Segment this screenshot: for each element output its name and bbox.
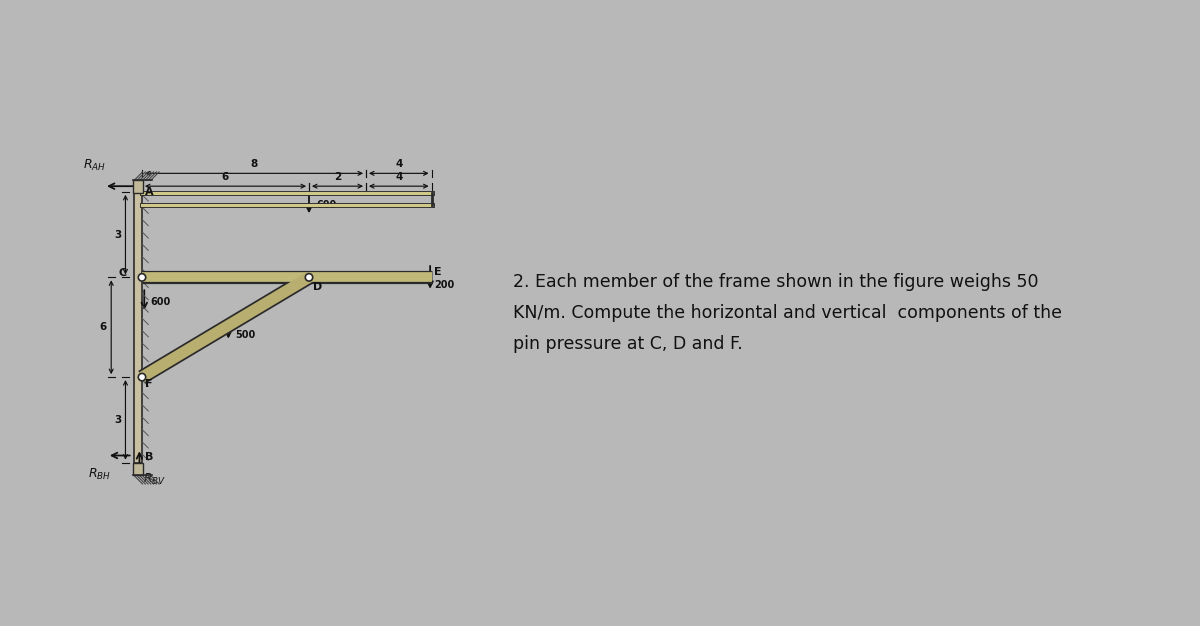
Circle shape <box>305 274 313 281</box>
Text: C: C <box>119 268 126 278</box>
Text: 4: 4 <box>395 172 402 182</box>
Text: $R_{BH}$: $R_{BH}$ <box>89 467 112 483</box>
Text: A: A <box>145 187 154 197</box>
Text: 8: 8 <box>251 159 258 169</box>
Bar <box>134 192 142 463</box>
Text: 500: 500 <box>235 330 256 340</box>
Text: 3: 3 <box>114 230 121 240</box>
Text: $R_{BV}$: $R_{BV}$ <box>143 471 167 486</box>
Text: 2. Each member of the frame shown in the figure weighs 50
KN/m. Compute the hori: 2. Each member of the frame shown in the… <box>512 274 1062 352</box>
Text: D: D <box>313 282 323 292</box>
Circle shape <box>138 374 145 381</box>
Circle shape <box>138 274 145 281</box>
Bar <box>132 463 144 476</box>
Text: B: B <box>145 452 154 462</box>
Text: 6: 6 <box>222 172 229 182</box>
Text: 600: 600 <box>151 297 172 307</box>
Text: 6: 6 <box>100 322 107 332</box>
Text: 2: 2 <box>334 172 341 182</box>
Text: E: E <box>434 267 442 277</box>
Text: 3: 3 <box>114 415 121 425</box>
Text: F: F <box>145 379 152 389</box>
Text: $R_{AH}$: $R_{AH}$ <box>83 158 106 173</box>
Text: 600: 600 <box>316 200 336 210</box>
Bar <box>132 180 144 193</box>
Text: 4: 4 <box>395 159 402 169</box>
Text: 200: 200 <box>434 280 455 290</box>
